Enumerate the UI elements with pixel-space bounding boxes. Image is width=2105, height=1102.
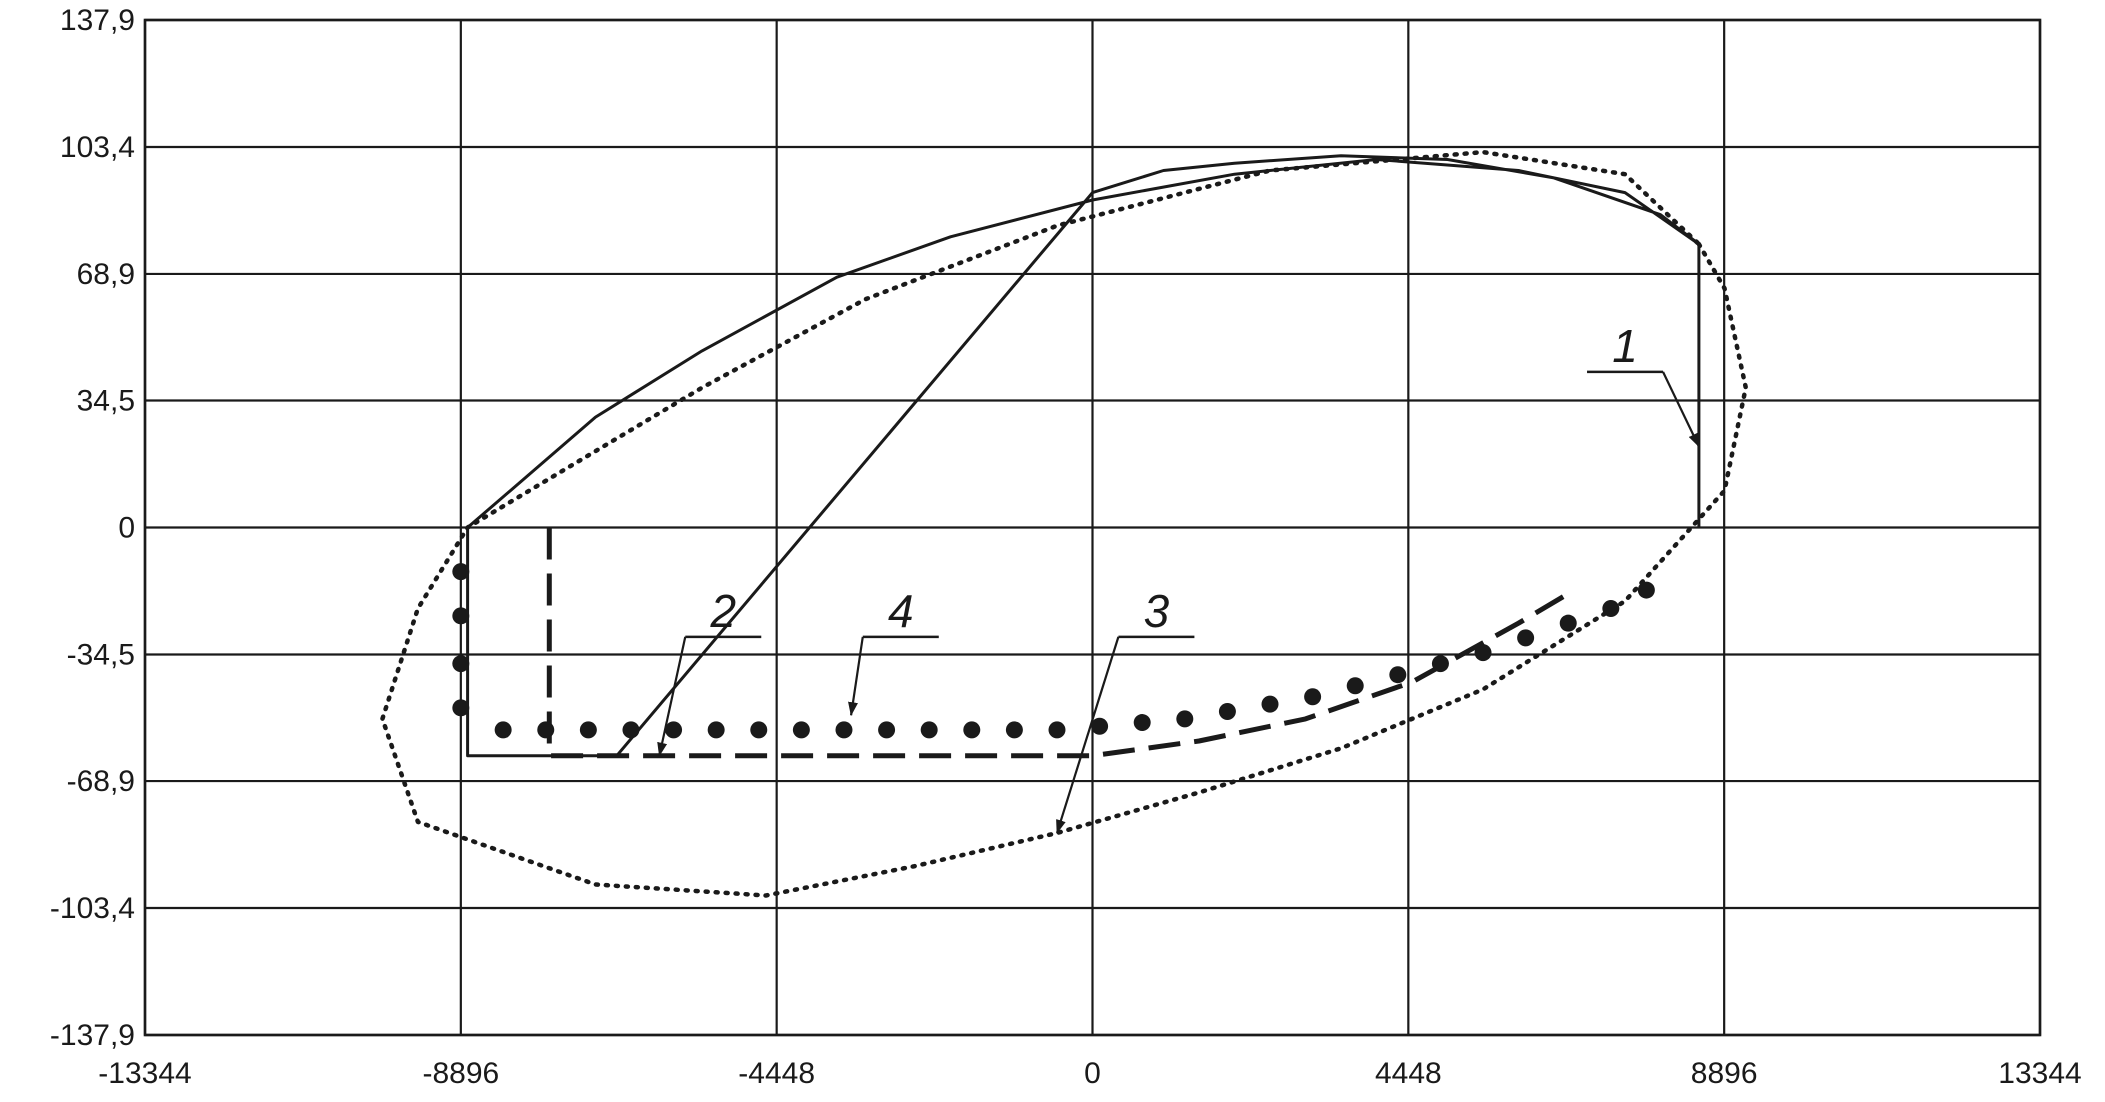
series-4-point [665,721,683,739]
series-4-point [452,655,470,673]
callout-label: 4 [888,585,914,637]
series-4-point [622,721,640,739]
plot-frame [143,18,2042,1037]
callout-label: 2 [709,585,736,637]
y-axis-tick-labels: 137,9 103,4 68,9 34,5 0 -34,5 -68,9 -103,4 -137,… [50,4,135,1052]
x-tick-label: 0 [1084,1057,1101,1090]
series-4-point [1304,688,1322,706]
y-tick-label: 103,4 [60,131,135,164]
y-tick-label: 0 [118,512,135,545]
callout-4: 4 [848,585,939,717]
y-tick-label: -103,4 [50,892,135,925]
y-tick-label: -68,9 [67,765,135,798]
series-4-point [792,721,810,739]
y-tick-label: -34,5 [67,638,135,671]
callout-leader-arrow [1055,636,1120,834]
x-tick-label: 8896 [1691,1057,1758,1090]
series-4-point [452,563,470,581]
callout-3: 3 [1055,585,1195,834]
x-tick-label: -8896 [422,1057,499,1090]
series-4-point [1637,581,1655,599]
y-tick-label: 68,9 [77,258,135,291]
series-4-point [537,721,555,739]
series-4-point [1389,666,1407,684]
series-4-point [750,721,768,739]
series-4-point [1602,599,1620,617]
series-4-point [1091,717,1109,735]
callout-leader-arrow [1662,371,1700,448]
data-series [380,149,1749,898]
x-tick-label: 13344 [1998,1057,2081,1090]
x-tick-label: -4448 [738,1057,815,1090]
series-4-point [1005,721,1023,739]
series-4-point [878,721,896,739]
series-4-point [1346,677,1364,695]
series-4-point [1133,714,1151,732]
series-4-points [452,563,1655,739]
series-4-point [835,721,853,739]
series-3-line [380,149,1749,898]
series-4-point [707,721,725,739]
series-4-point [494,721,512,739]
x-axis-tick-labels: -13344 -8896 -4448 0 4448 8896 13344 [98,1057,2081,1090]
series-2-line [546,527,1570,759]
series-4-point [1517,629,1535,647]
series-4-point [1261,695,1279,713]
callout-1: 1 [1587,320,1700,448]
y-tick-label: 137,9 [60,4,135,37]
x-tick-label: 4448 [1375,1057,1442,1090]
series-4-point [1048,721,1066,739]
series-4-point [452,699,470,717]
series-4-point [963,721,981,739]
y-tick-label: -137,9 [50,1019,135,1052]
y-tick-label: 34,5 [77,385,135,418]
grid-lines [143,18,2042,1037]
series-4-point [1559,614,1577,632]
series-4-point [1431,655,1449,673]
series-4-point [452,607,470,625]
callout-label: 1 [1612,320,1638,372]
callout-2: 2 [657,585,762,757]
callout-leader-arrow [848,636,864,717]
callout-leader-arrow [657,636,687,757]
series-4-point [579,721,597,739]
x-tick-label: -13344 [98,1057,191,1090]
series-4-point [1474,644,1492,662]
series-4-point [1176,710,1194,728]
callouts: 1 2 3 4 [657,320,1700,834]
series-4-point [1218,703,1236,721]
callout-label: 3 [1144,585,1170,637]
series-4-point [920,721,938,739]
